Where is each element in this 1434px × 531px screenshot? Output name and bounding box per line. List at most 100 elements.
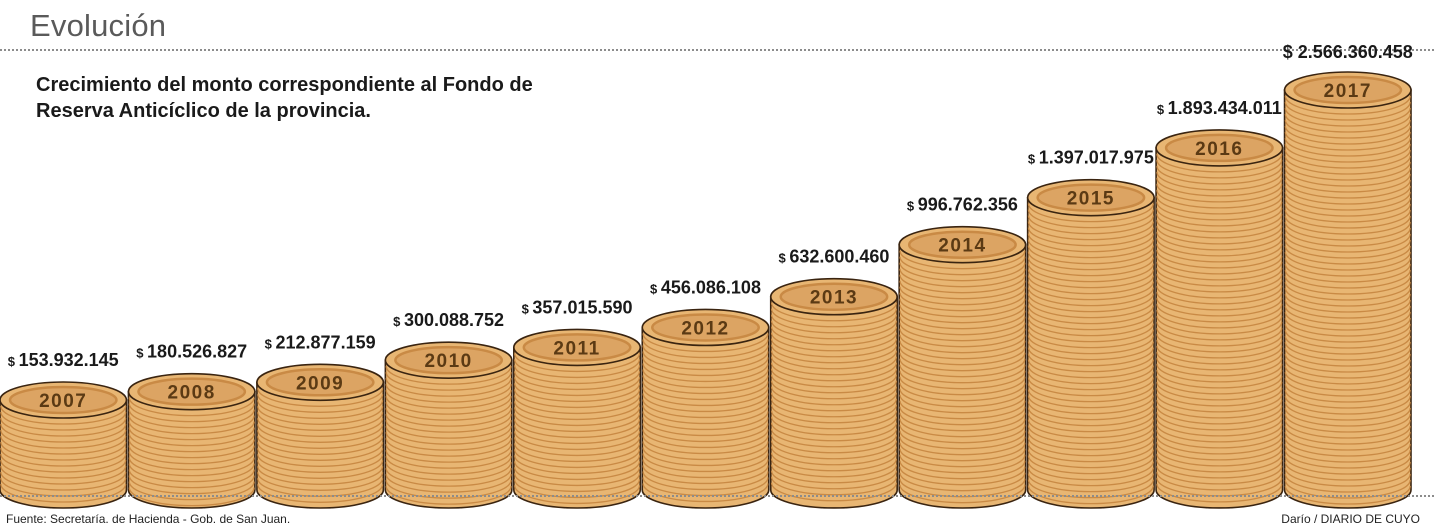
coin-edge-line — [1284, 275, 1411, 295]
coin-edge-line — [642, 375, 769, 395]
coin-edge-line — [1284, 383, 1411, 403]
coin-edge-line — [1027, 359, 1154, 379]
bottom-divider — [0, 495, 1434, 497]
coin-edge-line — [1284, 173, 1411, 193]
coin-edge-line — [642, 399, 769, 419]
coin-edge-line — [385, 378, 512, 397]
coin-edge-line — [1284, 413, 1411, 433]
coin-edge-line — [1156, 207, 1283, 227]
value-label-2008: $ 180.526.827 — [136, 342, 247, 362]
currency-symbol: $ — [1157, 102, 1168, 117]
coin-edge-line — [1027, 407, 1154, 427]
coin-edge-line — [1284, 113, 1411, 133]
coin-edge-line — [1156, 483, 1283, 503]
coin-edge-line — [257, 442, 384, 461]
value-number: 1.397.017.975 — [1039, 148, 1154, 168]
coin-edge-line — [1156, 183, 1283, 203]
coin-edge-line — [1284, 467, 1411, 487]
coin-edge-line — [1156, 195, 1283, 215]
coin-edge-line — [513, 461, 641, 481]
coin-edge-line — [1284, 347, 1411, 367]
coin-edge-line — [1156, 189, 1283, 209]
coin-edge-line — [1156, 297, 1283, 317]
coin-edge-line — [1284, 251, 1411, 271]
coin-edge-line — [1027, 389, 1154, 409]
coin-edge-line — [642, 393, 769, 413]
coin-edge-line — [1284, 203, 1411, 223]
coin-edge-line — [770, 476, 898, 496]
coin-edge-line — [770, 410, 898, 430]
coin-edge-line — [770, 446, 898, 466]
coin-edge-line — [1156, 237, 1283, 257]
coin-edge-line — [1284, 143, 1411, 163]
coin-edge-line — [1284, 455, 1411, 475]
coin-edge-line — [1027, 287, 1154, 307]
coin-edge-line — [1284, 329, 1411, 349]
coin-edge-line — [1027, 377, 1154, 397]
coin-edge-line — [1156, 345, 1283, 365]
coin-edge-line — [642, 465, 769, 485]
coin-edge-line — [1284, 443, 1411, 463]
coin-edge-line — [1284, 389, 1411, 409]
coin-edge-line — [1284, 245, 1411, 265]
coin-edge-line — [1156, 357, 1283, 377]
coin-edge-line — [642, 453, 769, 473]
year-label-2007: 2007 — [39, 391, 87, 412]
top-divider — [0, 49, 1434, 51]
coin-inner-ring — [1036, 183, 1146, 212]
coin-edge-line — [128, 409, 255, 429]
coin-edge-line — [1284, 137, 1411, 157]
coin-edge-line — [899, 460, 1026, 480]
year-label-2015: 2015 — [1067, 189, 1115, 210]
coin-edge-line — [1156, 243, 1283, 263]
coin-edge-line — [642, 333, 769, 353]
coin-edge-line — [1156, 249, 1283, 269]
coin-edge-line — [1156, 375, 1283, 395]
value-label-2012: $ 456.086.108 — [650, 277, 761, 297]
year-label-2012: 2012 — [681, 318, 729, 339]
coin-edge-line — [128, 397, 255, 417]
coin-edge-line — [899, 334, 1026, 354]
coin-edge-line — [899, 430, 1026, 450]
coin-edge-line — [1284, 179, 1411, 199]
coin-edge-line — [770, 380, 898, 400]
coin-edge-line — [899, 358, 1026, 378]
coin-edge-line — [899, 328, 1026, 348]
coin-edge-line — [1284, 437, 1411, 457]
coin-edge-line — [770, 398, 898, 418]
coin-edge-line — [899, 352, 1026, 372]
coin-edge-line — [513, 425, 641, 445]
currency-symbol: $ — [778, 251, 789, 266]
coin-edge-line — [513, 437, 641, 457]
coin-edge-line — [770, 344, 898, 364]
value-number: 180.526.827 — [147, 342, 247, 362]
year-label-2017: 2017 — [1324, 81, 1372, 102]
coin-edge-line — [1027, 233, 1154, 253]
currency-symbol: $ — [907, 199, 918, 214]
coin-edge-line — [385, 486, 512, 505]
coin-edge-line — [1156, 171, 1283, 191]
coin-edge-line — [642, 483, 769, 503]
value-number: 632.600.460 — [789, 247, 889, 267]
coin-edge-line — [899, 370, 1026, 390]
coin-edge-line — [1027, 485, 1154, 505]
value-number: 357.015.590 — [532, 297, 632, 317]
coin-edge-line — [1284, 161, 1411, 181]
coin-edge-line — [899, 418, 1026, 438]
coin-edge-line — [770, 308, 898, 328]
coin-edge-line — [770, 428, 898, 448]
coin-edge-line — [128, 475, 255, 495]
coin-edge-line — [1156, 411, 1283, 431]
coin-edge-line — [642, 417, 769, 437]
credit-note: Darío / DIARIO DE CUYO — [1281, 512, 1420, 526]
coin-edge-line — [1284, 431, 1411, 451]
coin-edge-line — [1284, 263, 1411, 283]
coin-edge-line — [770, 404, 898, 424]
coin-edge-line — [385, 366, 512, 385]
coin-edge-line — [0, 483, 127, 503]
coin-edge-line — [770, 374, 898, 394]
value-label-2013: $ 632.600.460 — [778, 247, 889, 267]
coin-edge-line — [1284, 425, 1411, 445]
coin-edge-line — [899, 364, 1026, 384]
